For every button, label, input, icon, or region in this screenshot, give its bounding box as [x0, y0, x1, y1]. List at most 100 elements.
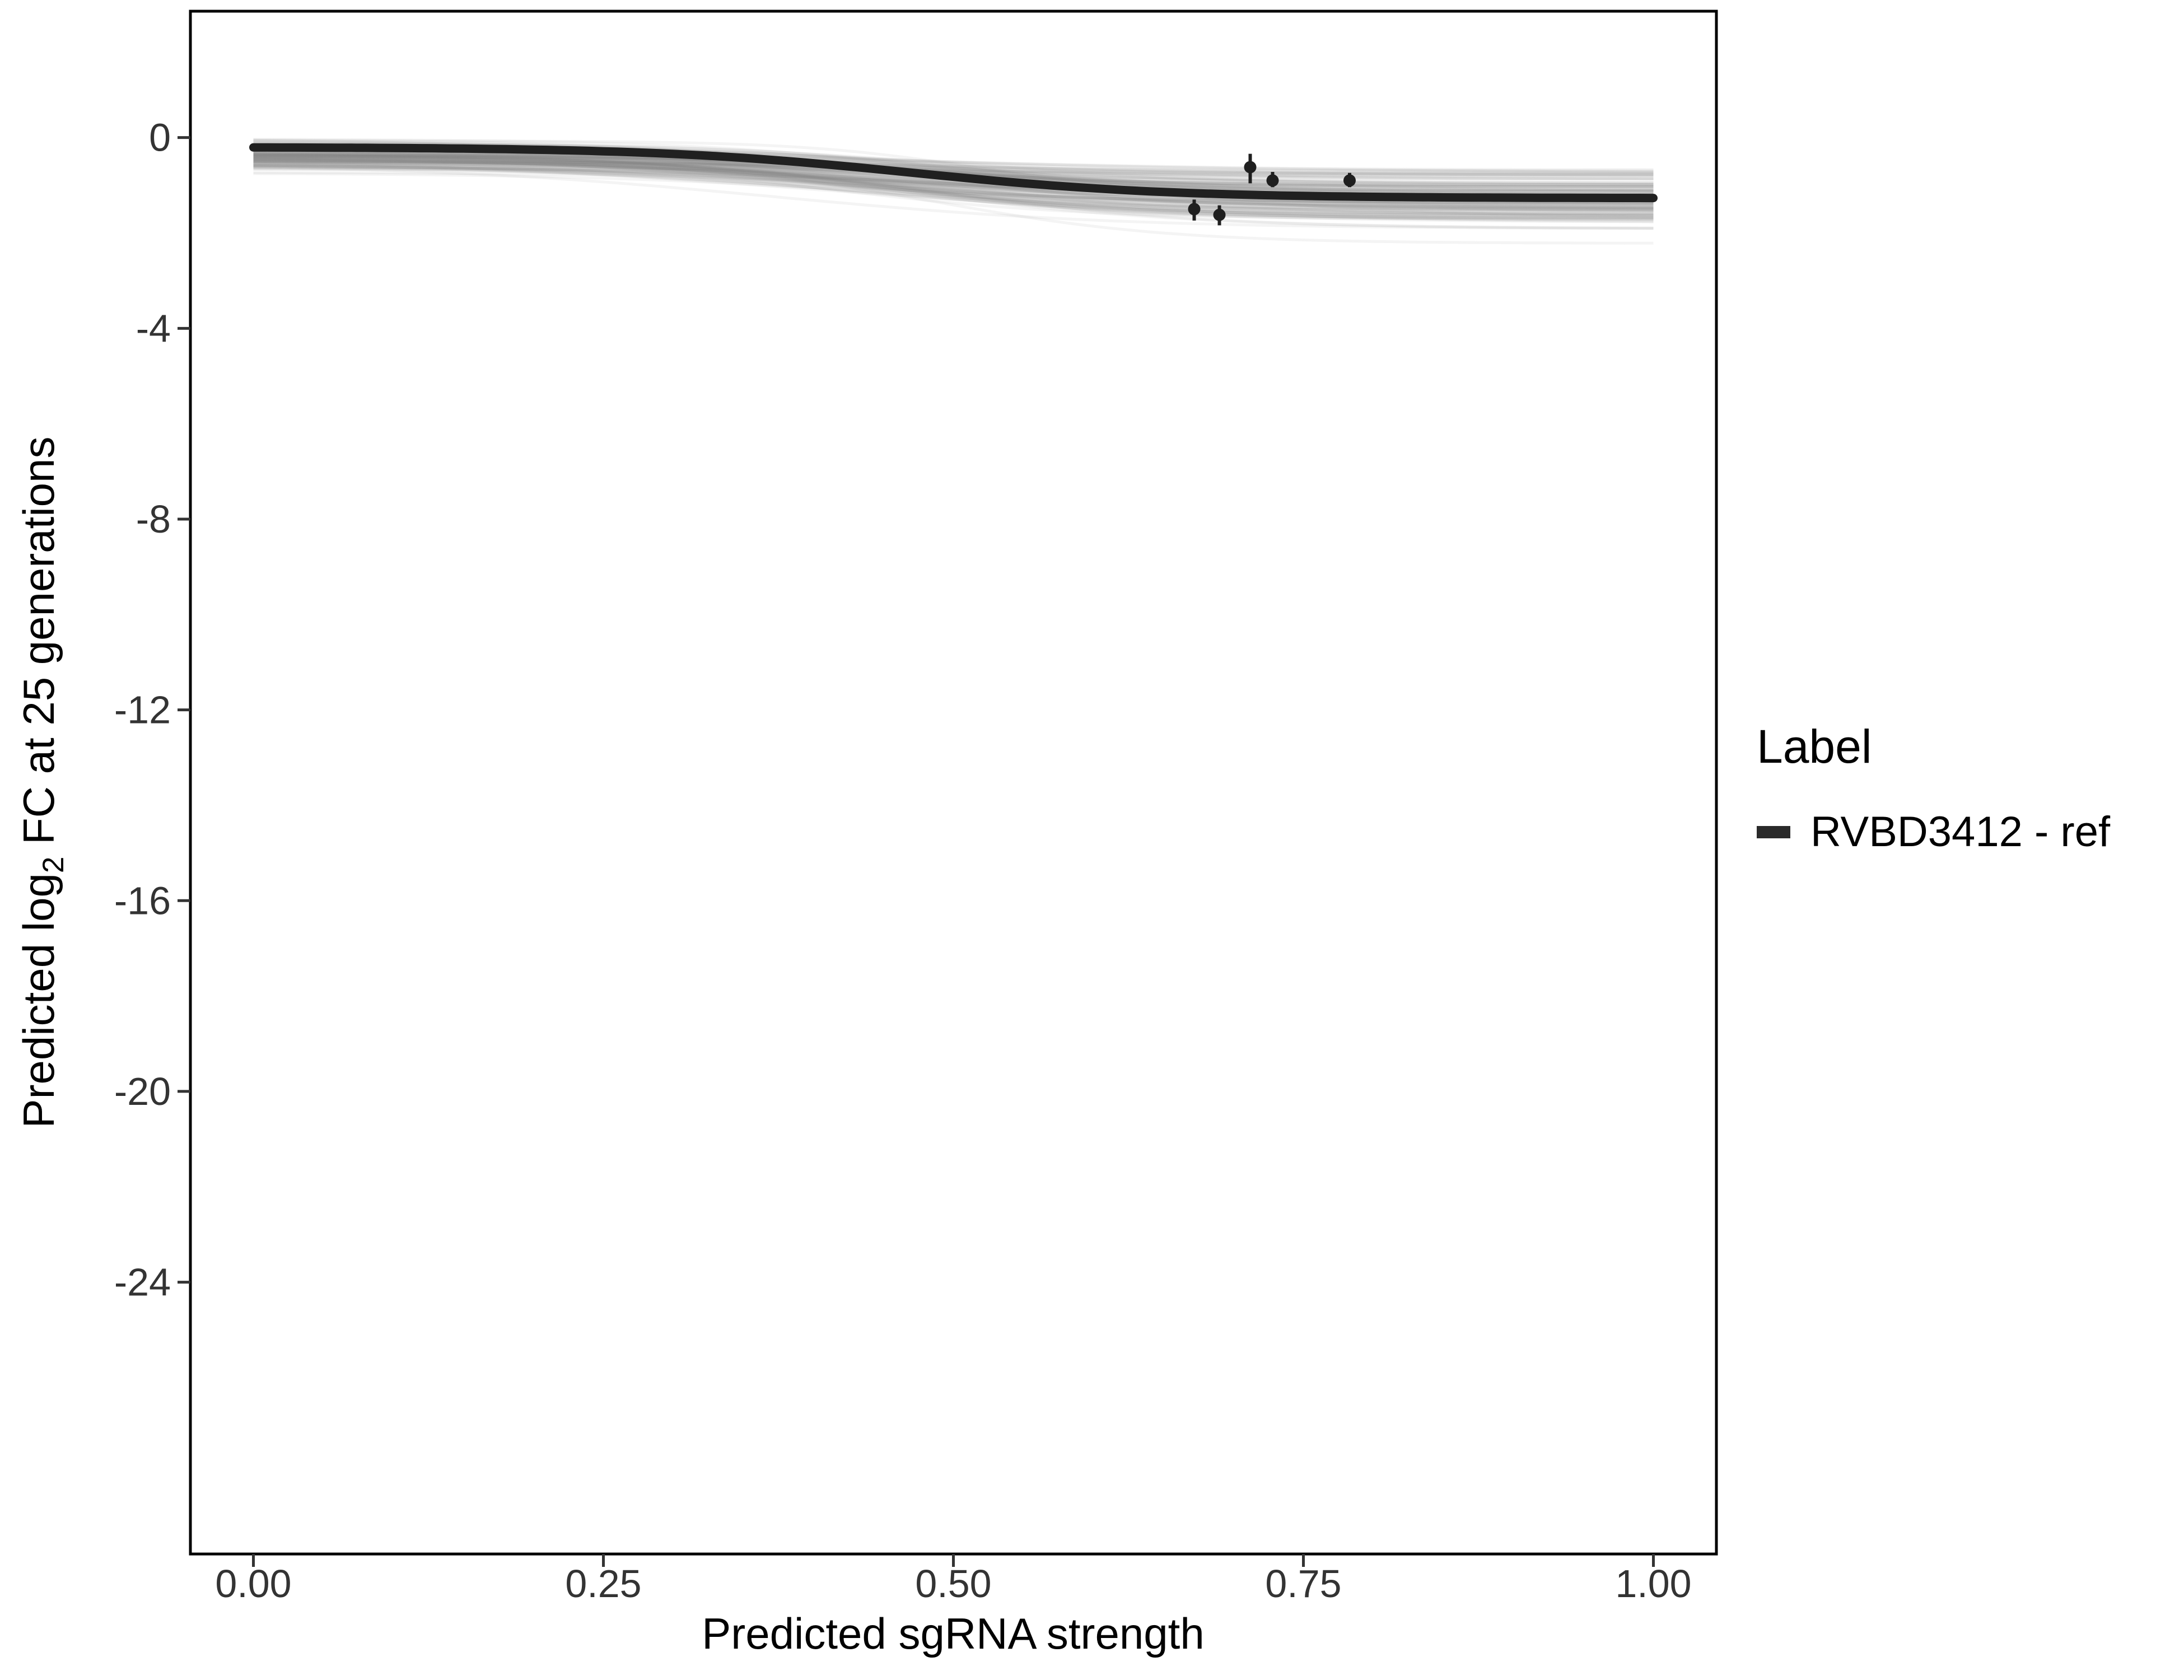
ensemble-curve — [253, 162, 1654, 194]
ensemble-curve — [253, 148, 1654, 210]
ensemble-curve — [253, 162, 1654, 213]
ensemble-curve — [253, 164, 1654, 211]
ensemble-curve — [253, 166, 1654, 230]
y-tick-label: 0 — [149, 116, 171, 160]
ensemble-curve — [253, 152, 1654, 215]
ensemble-curve — [253, 150, 1654, 220]
ensemble-curve — [253, 157, 1654, 176]
ensemble-curve — [253, 164, 1654, 204]
legend: Label RVBD3412 - ref — [1757, 720, 2110, 856]
ensemble-curve — [253, 166, 1654, 175]
ensemble-curve — [253, 153, 1654, 186]
ensemble-curve — [253, 151, 1654, 176]
ensemble-curve — [253, 156, 1654, 172]
ensemble-curve — [253, 160, 1654, 221]
ensemble-curve — [253, 142, 1654, 212]
y-tick-label: -16 — [114, 879, 171, 922]
ensemble-curve — [253, 154, 1654, 204]
x-tick-label: 0.75 — [1265, 1562, 1341, 1606]
ensemble-curve — [253, 153, 1654, 205]
ensemble-curve — [253, 172, 1654, 216]
ensemble-curve — [253, 160, 1654, 178]
x-axis-title: Predicted sgRNA strength — [702, 1609, 1205, 1658]
ensemble-curve — [253, 154, 1654, 217]
ensemble-curve — [253, 155, 1654, 188]
ensemble-curve — [253, 164, 1654, 209]
ensemble-curve — [253, 157, 1654, 217]
ensemble-curve — [253, 147, 1654, 230]
legend-title: Label — [1757, 720, 1872, 773]
ensemble-curve — [253, 162, 1654, 209]
reference-curve — [249, 143, 1658, 203]
ensemble-curve — [253, 158, 1654, 217]
ensemble-curve — [253, 158, 1654, 221]
ensemble-curve — [253, 141, 1654, 204]
ensemble-curve — [253, 158, 1654, 217]
x-tick-label: 1.00 — [1615, 1562, 1691, 1606]
ensemble-curve — [253, 153, 1654, 218]
ensemble-curve — [253, 157, 1654, 221]
y-tick-label: -24 — [114, 1261, 171, 1304]
ensemble-curve — [253, 151, 1654, 211]
ensemble-curve — [253, 152, 1654, 181]
ensemble-curve — [253, 152, 1654, 215]
ensemble-curve — [253, 164, 1654, 192]
ensemble-curve — [253, 154, 1654, 209]
ensemble-curve — [253, 160, 1654, 185]
data-point — [1266, 174, 1279, 187]
ensemble-curve — [253, 150, 1654, 230]
ensemble-curve — [253, 167, 1654, 211]
ensemble-curve — [253, 163, 1654, 209]
data-point — [1213, 208, 1226, 221]
y-axis-title-subscript: 2 — [36, 856, 70, 874]
ensemble-curve — [253, 164, 1654, 204]
ensemble-curve — [253, 151, 1654, 174]
legend-entry-label: RVBD3412 - ref — [1810, 808, 2111, 856]
ensemble-curve — [253, 157, 1654, 214]
ensemble-curve — [253, 160, 1654, 245]
ensemble-curve — [253, 153, 1654, 220]
ensemble-curve — [253, 165, 1654, 189]
ensemble-curve — [253, 158, 1654, 212]
ensemble-curve — [253, 153, 1654, 186]
y-tick-label: -4 — [136, 306, 171, 350]
ensemble-curve — [253, 155, 1654, 193]
data-point — [1343, 174, 1356, 187]
ensemble-curve — [253, 141, 1654, 186]
y-axis-title-suffix: FC at 25 generations — [14, 436, 64, 857]
ensemble-curve — [253, 160, 1654, 209]
ensemble-curve — [253, 164, 1654, 208]
x-tick-label: 0.25 — [565, 1562, 641, 1606]
ensemble-curve — [253, 155, 1654, 213]
legend-key-swatch — [1757, 825, 1790, 838]
y-tick-label: -20 — [114, 1070, 171, 1113]
ensemble-curve — [253, 154, 1654, 195]
ensemble-curve — [253, 153, 1654, 221]
ensemble-curve — [253, 156, 1654, 212]
data-point — [1188, 203, 1201, 216]
legend-entry: RVBD3412 - ref — [1757, 808, 2110, 856]
x-tick-label: 0.50 — [915, 1562, 991, 1606]
ensemble-curve — [253, 165, 1654, 216]
x-tick-label: 0.00 — [215, 1562, 291, 1606]
data-point — [1244, 161, 1257, 174]
ensemble-curve — [253, 152, 1654, 180]
ensemble-curve — [253, 155, 1654, 216]
ensemble-curve — [253, 158, 1654, 223]
ensemble-curve — [253, 151, 1654, 174]
ensemble-curve — [253, 158, 1654, 207]
y-axis-title: Predicted log2 FC at 25 generations — [13, 437, 71, 1128]
ensemble-curve — [253, 159, 1654, 188]
ensemble-curve — [253, 167, 1654, 217]
ensemble-curve — [253, 157, 1654, 222]
ensemble-curve — [253, 153, 1654, 212]
ensemble-curve — [253, 164, 1654, 212]
ensemble-curve — [253, 160, 1654, 178]
ensemble-curve — [253, 161, 1654, 175]
y-axis-title-prefix: Predicted log — [14, 873, 64, 1128]
ensemble-curve — [253, 165, 1654, 223]
ensemble-curve — [253, 156, 1654, 178]
ensemble-curve — [253, 155, 1654, 219]
